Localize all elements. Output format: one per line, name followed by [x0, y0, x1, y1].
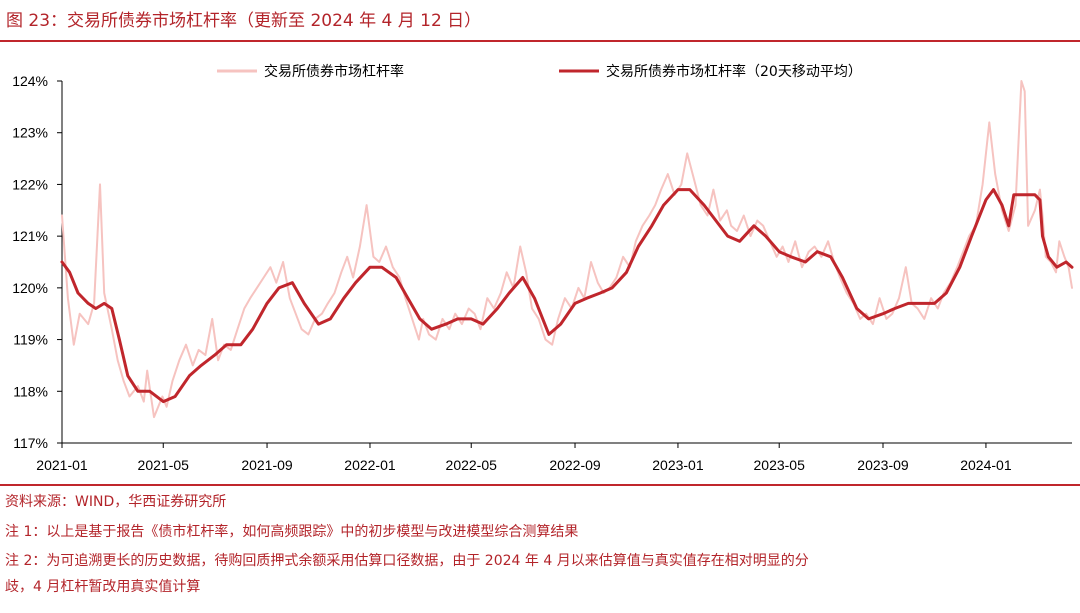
series-line-raw — [61, 80, 1073, 419]
x-tick-label: 2024-01 — [960, 457, 1012, 473]
x-tick-label: 2021-09 — [241, 457, 293, 473]
series-layer — [60, 80, 1074, 419]
x-tick-label: 2022-09 — [549, 457, 601, 473]
figure-title: 图 23：交易所债券市场杠杆率（更新至 2024 年 4 月 12 日） — [6, 11, 482, 31]
x-tick-label: 2023-01 — [652, 457, 704, 473]
y-tick-label: 124% — [12, 73, 48, 89]
x-tick-label: 2023-05 — [754, 457, 806, 473]
footer-divider — [0, 484, 1080, 486]
x-tick-label: 2023-09 — [857, 457, 909, 473]
x-tick-label: 2022-01 — [344, 457, 396, 473]
y-tick-label: 122% — [12, 176, 48, 192]
y-tick-label: 120% — [12, 280, 48, 296]
footnote-2-continued: 歧，4 月杠杆暂改用真实值计算 — [5, 579, 201, 595]
legend-label-ma: 交易所债券市场杠杆率（20天移动平均） — [606, 63, 862, 80]
footnote-2: 注 2：为可追溯更长的历史数据，待购回质押式余额采用估算口径数据，由于 2024… — [5, 553, 809, 569]
y-tick-label: 118% — [13, 383, 48, 399]
y-tick-label: 123% — [12, 125, 48, 141]
legend: 交易所债券市场杠杆率 交易所债券市场杠杆率（20天移动平均） — [217, 63, 862, 80]
series-line-ma — [60, 188, 1074, 404]
x-tick-label: 2021-01 — [36, 457, 88, 473]
x-tick-label: 2021-05 — [138, 457, 190, 473]
footnote-1: 注 1：以上是基于报告《债市杠杆率，如何高频跟踪》中的初步模型与改进模型综合测算… — [5, 524, 579, 540]
y-tick-label: 117% — [13, 435, 48, 451]
source-note: 资料来源：WIND，华西证券研究所 — [5, 494, 227, 510]
line-chart: 交易所债券市场杠杆率 交易所债券市场杠杆率（20天移动平均） 117%118%1… — [12, 63, 1074, 473]
axes: 117% 118% 119% 120% 121% 122% 123% 124% 2021-01 2… — [12, 73, 1072, 473]
x-tick-label: 2022-05 — [446, 457, 498, 473]
y-tick-label: 119% — [13, 332, 48, 348]
legend-label-raw: 交易所债券市场杠杆率 — [264, 63, 404, 80]
y-tick-label: 121% — [12, 228, 48, 244]
title-divider — [0, 40, 1080, 42]
